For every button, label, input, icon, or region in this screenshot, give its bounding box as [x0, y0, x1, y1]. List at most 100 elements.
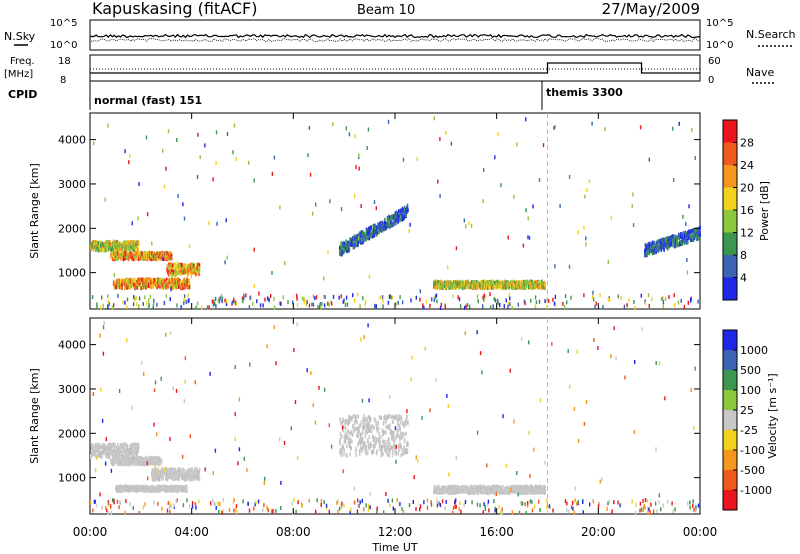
- echo-cell: [174, 262, 177, 267]
- echo-cell: [439, 194, 441, 199]
- echo-cell: [389, 424, 391, 429]
- echo-cell: [377, 426, 380, 431]
- echo-cell: [447, 265, 449, 270]
- echo-cell: [653, 241, 656, 246]
- echo-cell: [651, 245, 653, 250]
- echo-cell: [532, 204, 534, 209]
- echo-cell: [96, 448, 98, 453]
- echo-cell: [349, 239, 351, 243]
- echo-cell: [361, 448, 363, 453]
- echo-cell: [101, 242, 104, 246]
- echo-cell: [400, 453, 402, 458]
- echo-cell: [370, 429, 373, 434]
- echo-cell: [681, 241, 683, 246]
- echo-cell: [440, 302, 442, 307]
- echo-cell: [389, 222, 392, 227]
- echo-cell: [553, 301, 556, 306]
- y-tick-label: 1000: [58, 267, 86, 280]
- echo-cell: [360, 230, 363, 235]
- echo-cell: [652, 242, 655, 247]
- echo-cell: [155, 455, 157, 460]
- echo-cell: [116, 278, 118, 283]
- echo-cell: [353, 426, 355, 431]
- echo-cell: [388, 294, 391, 299]
- echo-cell: [375, 437, 378, 442]
- nsearch-trace: [89, 37, 701, 43]
- echo-cell: [405, 213, 407, 218]
- echo-cell: [163, 301, 166, 306]
- echo-cell: [166, 251, 168, 256]
- echo-cell: [271, 270, 273, 275]
- echo-cell: [332, 122, 334, 127]
- echo-cell: [544, 283, 546, 288]
- echo-cell: [353, 245, 355, 250]
- echo-cell: [198, 474, 200, 478]
- echo-cell: [152, 283, 154, 288]
- echo-cell: [522, 491, 524, 496]
- echo-cell: [170, 262, 173, 267]
- echo-cell: [628, 298, 630, 302]
- echo-cell: [160, 471, 163, 476]
- echo-cell: [357, 431, 360, 436]
- y-tick-label: 3000: [58, 178, 86, 191]
- echo-cell: [176, 284, 178, 289]
- echo-cell: [171, 273, 173, 278]
- echo-cell: [165, 166, 167, 171]
- echo-cell: [359, 439, 362, 444]
- echo-cell: [331, 301, 333, 306]
- echo-cell: [212, 302, 215, 307]
- echo-cell: [356, 433, 359, 438]
- echo-cell: [183, 277, 186, 282]
- echo-cell: [385, 225, 388, 230]
- echo-cell: [664, 296, 667, 301]
- echo-cell: [376, 230, 379, 235]
- echo-cell: [378, 436, 380, 441]
- nave-right-tick-bottom: 0: [708, 75, 714, 86]
- echo-cell: [341, 448, 343, 453]
- station-title: Kapuskasing (fitACF): [92, 0, 257, 18]
- echo-cell: [694, 156, 696, 160]
- echo-cell: [343, 242, 346, 246]
- echo-cell: [468, 304, 471, 309]
- echo-cell: [482, 199, 484, 204]
- echo-cell: [687, 240, 689, 245]
- echo-cell: [490, 487, 492, 492]
- echo-cell: [97, 445, 100, 450]
- echo-cell: [390, 414, 393, 419]
- echo-cell: [513, 194, 515, 199]
- echo-cell: [673, 234, 676, 239]
- echo-cell: [387, 222, 390, 227]
- echo-cell: [184, 477, 186, 482]
- echo-cell: [505, 285, 507, 290]
- echo-cell: [394, 211, 397, 216]
- echo-cell: [373, 226, 376, 231]
- echo-cell: [366, 428, 368, 433]
- echo-cell: [446, 279, 449, 284]
- freq-unit: [MHz]: [4, 69, 33, 80]
- echo-cell: [125, 254, 127, 259]
- echo-cell: [497, 132, 499, 137]
- echo-cell: [397, 300, 399, 305]
- echo-cell: [405, 431, 407, 436]
- echo-cell: [339, 432, 342, 437]
- echo-cell: [517, 487, 520, 492]
- echo-cell: [225, 218, 227, 223]
- echo-cell: [644, 301, 647, 306]
- echo-cell: [542, 143, 545, 148]
- echo-cell: [137, 445, 140, 450]
- noise-traces: [89, 33, 701, 43]
- colorbar-tick-label: 4: [740, 272, 747, 285]
- echo-cell: [454, 487, 457, 492]
- echo-cell: [147, 253, 150, 258]
- echo-cell: [124, 300, 126, 305]
- echo-cell: [340, 450, 343, 455]
- echo-cell: [364, 448, 367, 453]
- echo-cell: [673, 293, 675, 298]
- echo-cell: [403, 205, 406, 210]
- echo-cell: [258, 291, 260, 296]
- colorbar-tick-label: 28: [740, 137, 754, 150]
- echo-cell: [340, 241, 342, 246]
- echo-cell: [393, 430, 395, 435]
- echo-cell: [646, 252, 648, 257]
- echo-cell: [509, 296, 511, 301]
